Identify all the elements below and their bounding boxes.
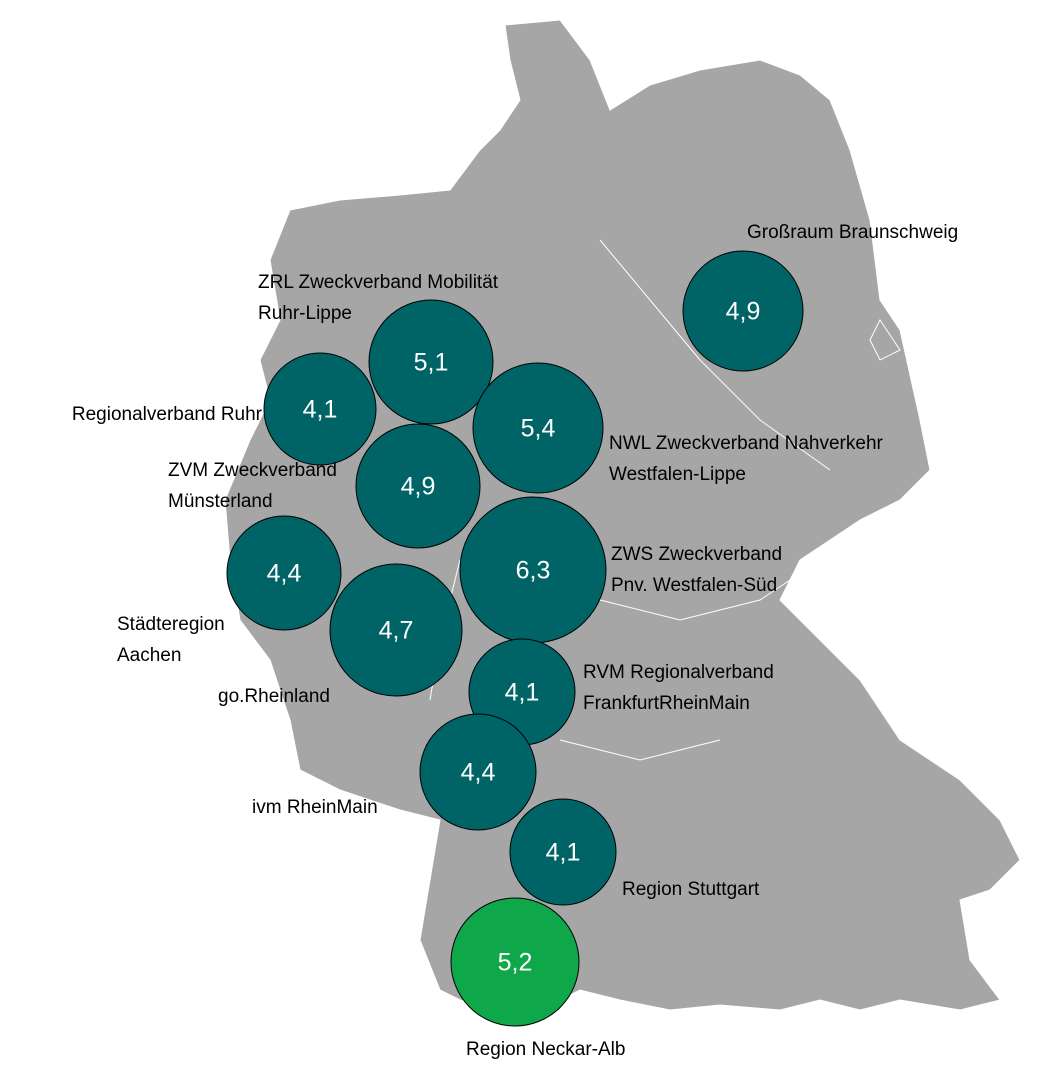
country-outline xyxy=(224,19,1021,1011)
bubble-value: 4,9 xyxy=(726,298,761,326)
region-label: Region Neckar-Alb xyxy=(466,1039,625,1060)
bubble-value: 5,1 xyxy=(414,349,449,377)
bubble xyxy=(450,897,580,1027)
bubble xyxy=(329,563,463,697)
bubble-value: 6,3 xyxy=(516,557,551,585)
bubble-value: 4,4 xyxy=(267,560,302,588)
region-label: NWL Zweckverband Nahverkehr xyxy=(609,433,884,454)
region-label: ZVM Zweckverband xyxy=(168,460,337,481)
state-borders xyxy=(429,239,901,761)
region-label: ZWS Zweckverband xyxy=(611,544,782,565)
bubble-value: 4,1 xyxy=(546,839,581,867)
bubble-value: 4,7 xyxy=(379,617,414,645)
bubble xyxy=(509,798,617,906)
region-label: Pnv. Westfalen-Süd xyxy=(611,575,777,596)
region-label: FrankfurtRheinMain xyxy=(583,693,750,714)
bubble xyxy=(355,423,481,549)
bubble xyxy=(226,515,342,631)
bubble-value: 4,9 xyxy=(401,473,436,501)
region-label: Region Stuttgart xyxy=(622,879,760,900)
region-label: ivm RheinMain xyxy=(252,797,378,818)
region-label: go.Rheinland xyxy=(218,686,330,707)
bubble xyxy=(472,362,604,494)
region-label: Regionalverband Ruhr xyxy=(72,404,263,425)
bubble xyxy=(263,352,377,466)
bubble-value: 5,4 xyxy=(521,415,556,443)
region-label: Städteregion xyxy=(117,614,225,635)
bubble xyxy=(419,713,537,831)
region-label: Westfalen-Lippe xyxy=(609,464,746,485)
region-label: Großraum Braunschweig xyxy=(747,222,958,243)
region-label: ZRL Zweckverband Mobilität xyxy=(258,272,499,293)
region-label: RVM Regionalverband xyxy=(583,662,774,683)
region-label: Ruhr-Lippe xyxy=(258,303,352,324)
region-label: Aachen xyxy=(117,645,181,666)
bubble-value: 4,1 xyxy=(303,396,338,424)
region-label: Münsterland xyxy=(168,491,273,512)
bubble-value: 4,4 xyxy=(461,759,496,787)
bubble xyxy=(682,250,804,372)
bubble-value: 4,1 xyxy=(505,679,540,707)
bubble xyxy=(368,299,494,425)
bubble-value: 5,2 xyxy=(498,949,533,977)
